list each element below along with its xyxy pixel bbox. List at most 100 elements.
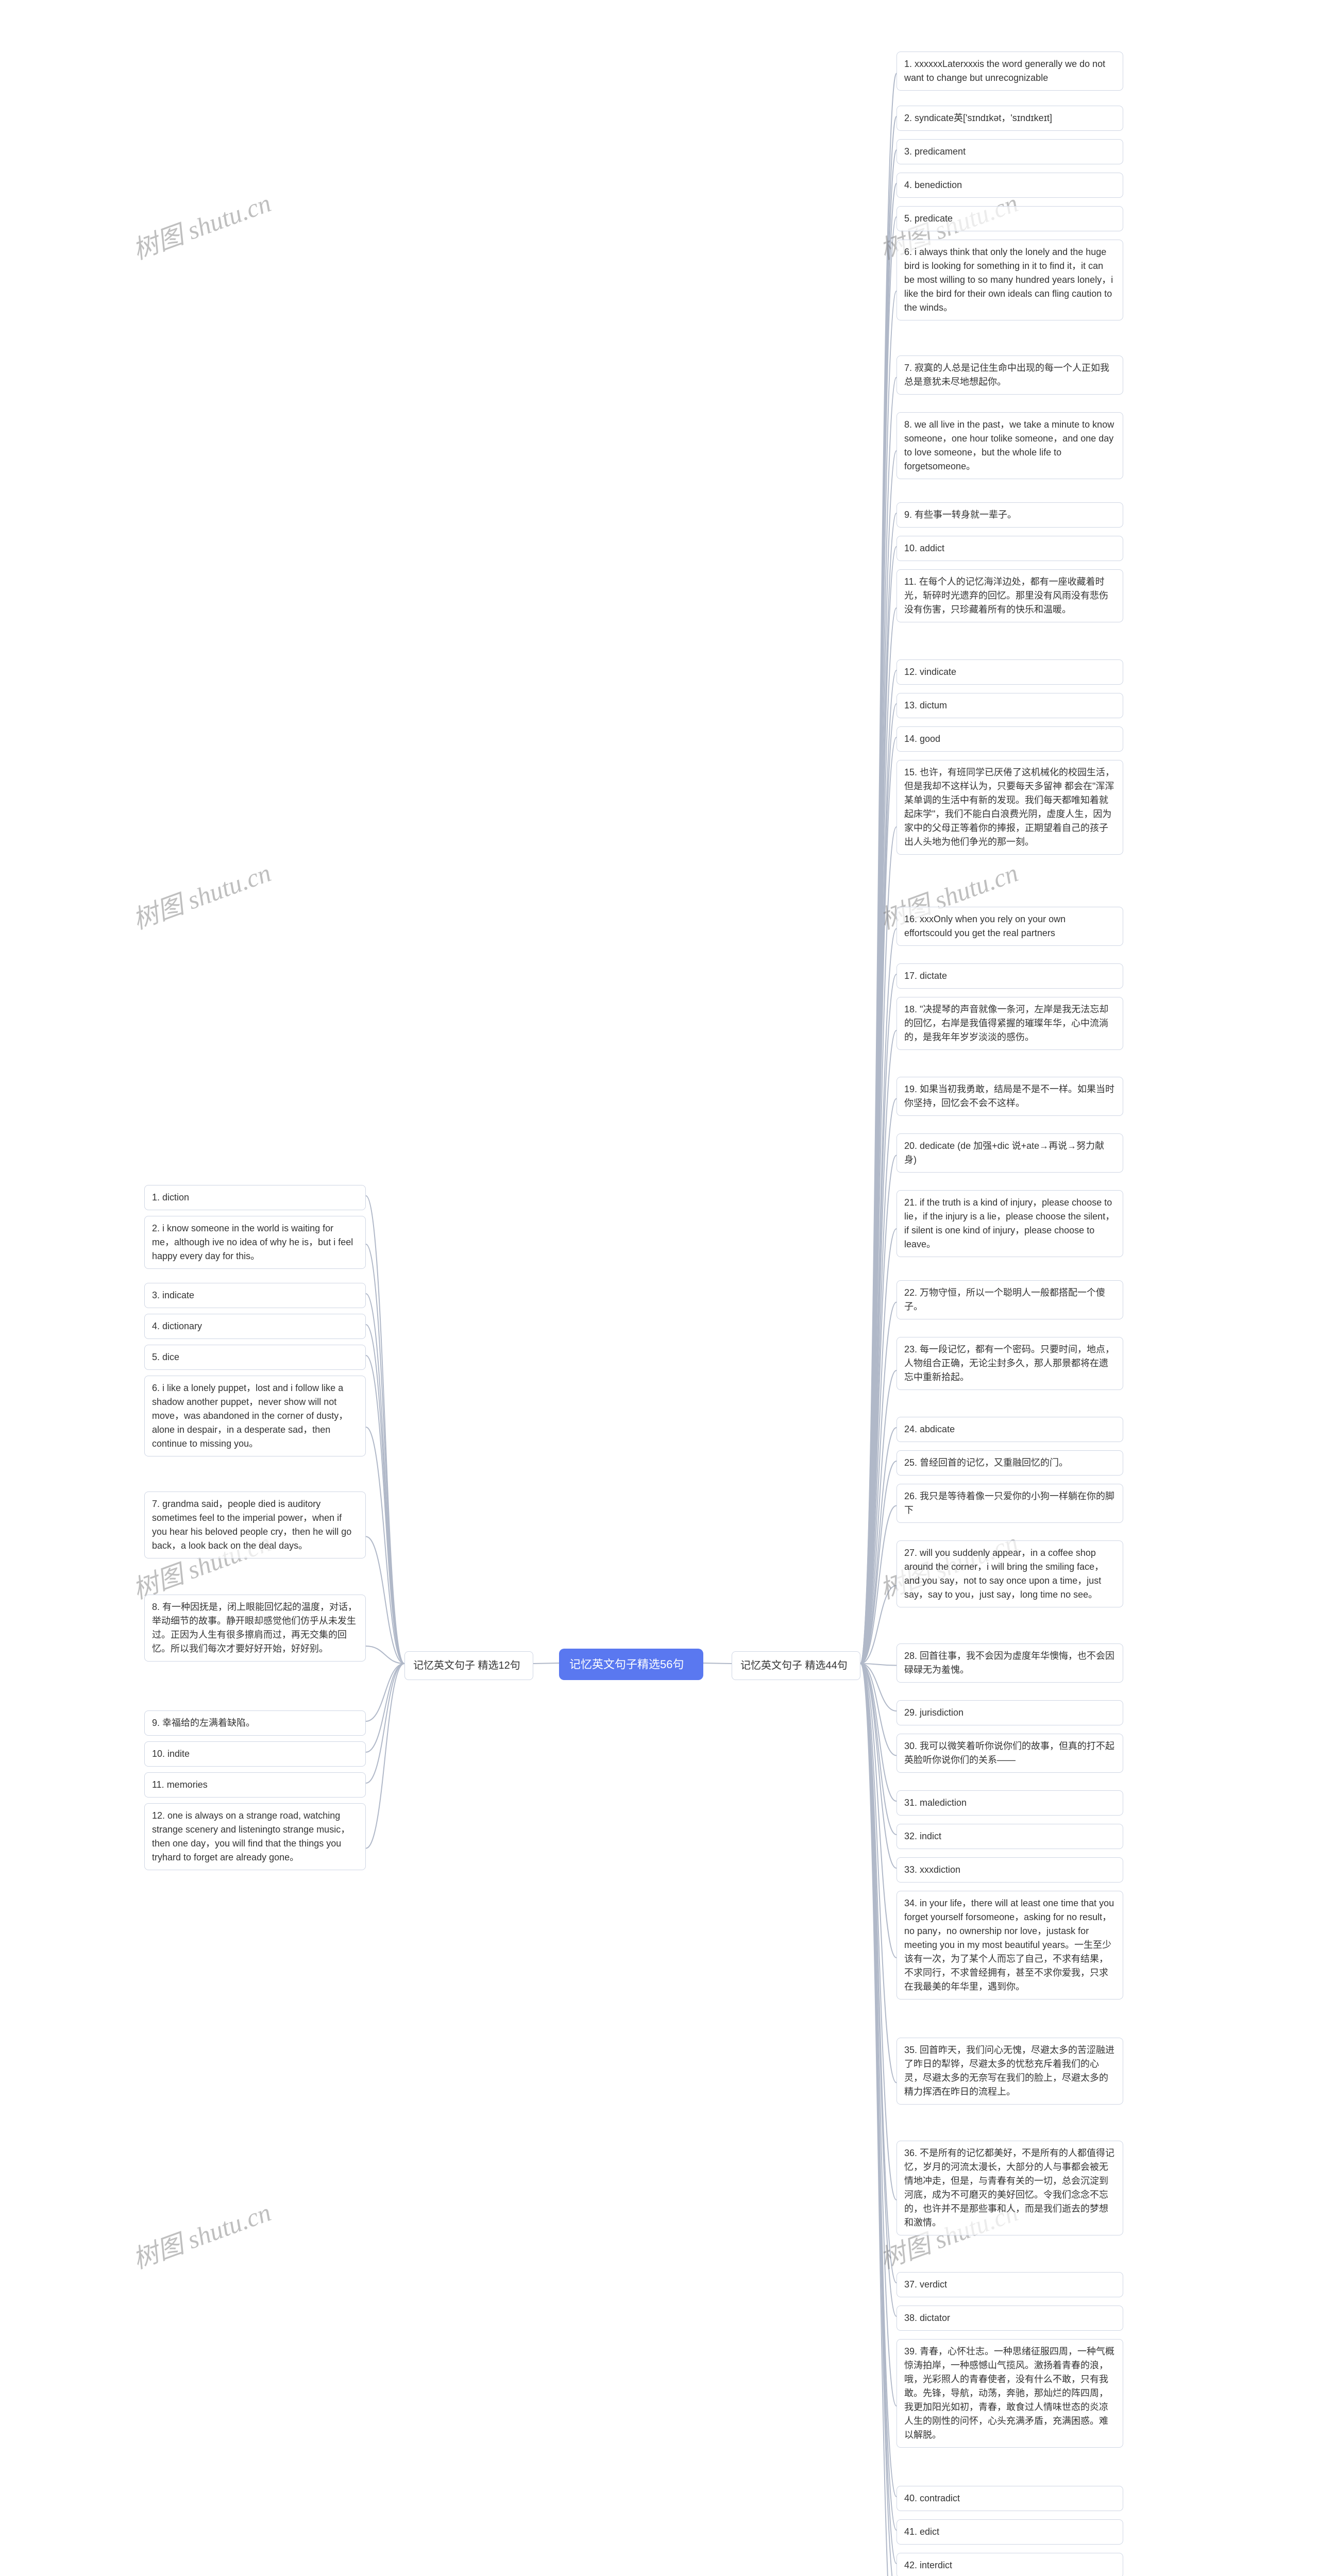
left-item-text: 6. i like a lonely puppet，lost and i fol…: [152, 1383, 348, 1449]
right-item: 20. dedicate (de 加强+dic 说+ate→再说→努力献身): [897, 1133, 1123, 1173]
right-item: 41. edict: [897, 2519, 1123, 2545]
left-item: 8. 有一种因抚是，闭上眼能回忆起的温度，对话，举动细节的故事。静开眼却感觉他们…: [144, 1595, 366, 1662]
right-item: 16. xxxOnly when you rely on your own ef…: [897, 907, 1123, 946]
right-item: 32. indict: [897, 1824, 1123, 1849]
right-item: 21. if the truth is a kind of injury，ple…: [897, 1190, 1123, 1257]
right-item-text: 20. dedicate (de 加强+dic 说+ate→再说→努力献身): [904, 1141, 1104, 1165]
right-item: 40. contradict: [897, 2486, 1123, 2511]
left-item-text: 7. grandma said，people died is auditory …: [152, 1499, 351, 1551]
right-item: 9. 有些事一转身就一辈子。: [897, 502, 1123, 528]
right-item-text: 18. "决提琴的声音就像一条河，左岸是我无法忘却的回忆，右岸是我值得紧握的璀璨…: [904, 1004, 1108, 1042]
left-item-text: 9. 幸福给的左满着缺陷。: [152, 1718, 255, 1728]
left-item: 6. i like a lonely puppet，lost and i fol…: [144, 1376, 366, 1456]
right-item: 17. dictate: [897, 963, 1123, 989]
right-item-text: 26. 我只是等待着像一只爱你的小狗一样躺在你的脚下: [904, 1491, 1114, 1515]
right-item-text: 32. indict: [904, 1831, 941, 1841]
left-item-text: 3. indicate: [152, 1290, 194, 1300]
right-item-text: 42. interdict: [904, 2560, 952, 2570]
right-item: 12. vindicate: [897, 659, 1123, 685]
left-item: 12. one is always on a strange road, wat…: [144, 1803, 366, 1870]
left-item-text: 2. i know someone in the world is waitin…: [152, 1223, 353, 1261]
left-item: 9. 幸福给的左满着缺陷。: [144, 1710, 366, 1736]
root-node: 记忆英文句子精选56句: [559, 1649, 703, 1680]
right-item-text: 35. 回首昨天，我们问心无愧，尽避太多的苦涩融进了昨日的犁铧，尽避太多的忧愁充…: [904, 2045, 1114, 2097]
right-item: 14. good: [897, 726, 1123, 752]
watermark: 树图 shutu.cn: [127, 852, 275, 937]
right-item-text: 31. malediction: [904, 1798, 967, 1808]
right-item-text: 36. 不是所有的记忆都美好，不是所有的人都值得记忆，岁月的河流太漫长，大部分的…: [904, 2148, 1114, 2228]
left-item-text: 12. one is always on a strange road, wat…: [152, 1810, 350, 1862]
right-item: 42. interdict: [897, 2553, 1123, 2576]
right-item: 3. predicament: [897, 139, 1123, 164]
right-item-text: 40. contradict: [904, 2493, 960, 2503]
left-item: 2. i know someone in the world is waitin…: [144, 1216, 366, 1269]
left-item: 11. memories: [144, 1772, 366, 1798]
branch-left-label: 记忆英文句子 精选12句: [413, 1660, 520, 1671]
right-item: 6. i always think that only the lonely a…: [897, 240, 1123, 320]
right-item-text: 4. benediction: [904, 180, 962, 190]
right-item-text: 2. syndicate英['sɪndɪkət，'sɪndɪkeɪt]: [904, 113, 1052, 123]
right-item-text: 39. 青春，心怀壮志。一种思绪征服四周，一种气概惊涛拍岸，一种感憾山气揽风。激…: [904, 2346, 1114, 2440]
branch-right: 记忆英文句子 精选44句: [732, 1651, 860, 1680]
right-item: 33. xxxdiction: [897, 1857, 1123, 1883]
right-item-text: 21. if the truth is a kind of injury，ple…: [904, 1197, 1114, 1249]
right-item: 8. we all live in the past，we take a min…: [897, 412, 1123, 479]
right-item: 11. 在每个人的记忆海洋边处，都有一座收藏着时光，斩碎时光遗弃的回忆。那里没有…: [897, 569, 1123, 622]
right-item: 5. predicate: [897, 206, 1123, 231]
left-item: 4. dictionary: [144, 1314, 366, 1339]
left-item: 7. grandma said，people died is auditory …: [144, 1492, 366, 1558]
right-item-text: 15. 也许，有班同学已厌倦了这机械化的校园生活，但是我却不这样认为，只要每天多…: [904, 767, 1114, 847]
left-item: 10. indite: [144, 1741, 366, 1767]
left-item-text: 1. diction: [152, 1192, 189, 1202]
right-item: 10. addict: [897, 536, 1123, 561]
right-item: 2. syndicate英['sɪndɪkət，'sɪndɪkeɪt]: [897, 106, 1123, 131]
right-item: 38. dictator: [897, 2306, 1123, 2331]
right-item-text: 7. 寂寞的人总是记住生命中出现的每一个人正如我总是意犹未尽地想起你。: [904, 363, 1109, 387]
branch-right-label: 记忆英文句子 精选44句: [740, 1660, 848, 1671]
right-item: 27. will you suddenly appear，in a coffee…: [897, 1540, 1123, 1607]
right-item: 30. 我可以微笑着听你说你们的故事，但真的打不起英脸听你说你们的关系——: [897, 1734, 1123, 1773]
right-item: 28. 回首往事，我不会因为虚度年华懊悔，也不会因碌碌无为羞愧。: [897, 1643, 1123, 1683]
right-item-text: 34. in your life，there will at least one…: [904, 1898, 1114, 1992]
right-item-text: 28. 回首往事，我不会因为虚度年华懊悔，也不会因碌碌无为羞愧。: [904, 1651, 1114, 1675]
right-item: 29. jurisdiction: [897, 1700, 1123, 1725]
left-item: 1. diction: [144, 1185, 366, 1210]
right-item-text: 30. 我可以微笑着听你说你们的故事，但真的打不起英脸听你说你们的关系——: [904, 1741, 1114, 1765]
right-item-text: 33. xxxdiction: [904, 1865, 960, 1875]
root-label: 记忆英文句子精选56句: [569, 1658, 684, 1671]
right-item: 13. dictum: [897, 693, 1123, 718]
right-item: 39. 青春，心怀壮志。一种思绪征服四周，一种气概惊涛拍岸，一种感憾山气揽风。激…: [897, 2339, 1123, 2448]
left-item-text: 10. indite: [152, 1749, 190, 1759]
watermark: 树图 shutu.cn: [127, 2192, 275, 2276]
right-item-text: 29. jurisdiction: [904, 1707, 963, 1718]
right-item-text: 8. we all live in the past，we take a min…: [904, 419, 1114, 471]
left-item-text: 8. 有一种因抚是，闭上眼能回忆起的温度，对话，举动细节的故事。静开眼却感觉他们…: [152, 1602, 357, 1654]
right-item-text: 38. dictator: [904, 2313, 950, 2323]
right-item-text: 6. i always think that only the lonely a…: [904, 247, 1113, 313]
right-item: 35. 回首昨天，我们问心无愧，尽避太多的苦涩融进了昨日的犁铧，尽避太多的忧愁充…: [897, 2038, 1123, 2105]
right-item-text: 19. 如果当初我勇敢，结局是不是不一样。如果当时你坚持，回忆会不会不这样。: [904, 1084, 1114, 1108]
right-item: 19. 如果当初我勇敢，结局是不是不一样。如果当时你坚持，回忆会不会不这样。: [897, 1077, 1123, 1116]
left-item: 3. indicate: [144, 1283, 366, 1308]
right-item: 36. 不是所有的记忆都美好，不是所有的人都值得记忆，岁月的河流太漫长，大部分的…: [897, 2141, 1123, 2235]
right-item-text: 9. 有些事一转身就一辈子。: [904, 510, 1017, 520]
right-item: 4. benediction: [897, 173, 1123, 198]
right-item-text: 5. predicate: [904, 213, 953, 224]
right-item-text: 17. dictate: [904, 971, 947, 981]
right-item-text: 14. good: [904, 734, 940, 744]
right-item-text: 11. 在每个人的记忆海洋边处，都有一座收藏着时光，斩碎时光遗弃的回忆。那里没有…: [904, 577, 1108, 615]
right-item-text: 10. addict: [904, 543, 944, 553]
right-item-text: 41. edict: [904, 2527, 939, 2537]
right-item-text: 13. dictum: [904, 700, 947, 710]
left-item-text: 5. dice: [152, 1352, 179, 1362]
watermark: 树图 shutu.cn: [127, 182, 275, 267]
right-item-text: 12. vindicate: [904, 667, 956, 677]
branch-left: 记忆英文句子 精选12句: [404, 1651, 533, 1680]
right-item: 7. 寂寞的人总是记住生命中出现的每一个人正如我总是意犹未尽地想起你。: [897, 355, 1123, 395]
left-item-text: 4. dictionary: [152, 1321, 202, 1331]
left-item-text: 11. memories: [152, 1780, 208, 1790]
right-item-text: 1. xxxxxxLaterxxxis the word generally w…: [904, 59, 1105, 83]
right-item-text: 3. predicament: [904, 146, 966, 157]
right-item: 15. 也许，有班同学已厌倦了这机械化的校园生活，但是我却不这样认为，只要每天多…: [897, 760, 1123, 855]
right-item-text: 25. 曾经回首的记忆，又重融回忆的门。: [904, 1458, 1068, 1468]
